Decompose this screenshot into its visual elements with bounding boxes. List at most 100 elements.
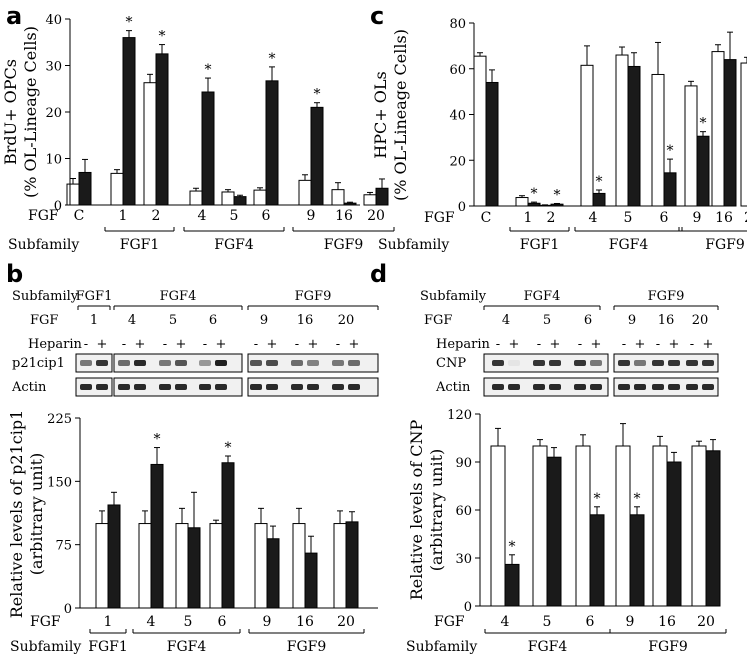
blot-b-band (332, 360, 344, 366)
blot-b-strip (75, 353, 113, 373)
blot-b-lane-fgf: 9 (260, 313, 268, 328)
blot-b-heparin-minus: - (122, 337, 126, 352)
blot-b-heparin-minus: - (254, 337, 258, 352)
chart-d-subfamily-label: FGF4 (528, 639, 568, 655)
blot-b-row-label: Actin (11, 380, 47, 395)
chart-b-x-tick-label: 16 (296, 614, 314, 630)
blot-d-heparin-plus: + (669, 337, 680, 352)
chart-c-bar-open (473, 55, 487, 207)
blot-b-heparin-plus: + (267, 337, 278, 352)
chart-c-bar-open (740, 62, 747, 207)
chart-b-x-tick-label: 9 (263, 614, 272, 630)
chart-c-significance-mark: * (554, 187, 561, 203)
chart-d-y-label: Relative levels of CNP (407, 420, 426, 601)
blot-d-band (549, 384, 561, 390)
blot-d-band (618, 384, 630, 390)
chart-b-bar-open (95, 523, 109, 609)
chart-b-bar-filled (150, 463, 164, 609)
blot-d-band (668, 360, 680, 366)
chart-c-bar-filled (663, 172, 677, 207)
chart-c-x-tick-label: 1 (524, 210, 533, 226)
chart-d-bar-open (490, 445, 506, 607)
chart-b-x-tick-label: 4 (147, 614, 156, 630)
blot-b-band (332, 384, 344, 390)
chart-a-subfamily-label: FGF9 (324, 237, 364, 253)
chart-b-bar-open (292, 523, 306, 609)
panel-label-c: c (370, 2, 384, 30)
blot-d-lane-fgf: 6 (584, 313, 592, 328)
blot-d-band (492, 360, 504, 366)
chart-a-x-tick-label: C (74, 208, 85, 224)
blot-b-band (266, 360, 278, 366)
blot-b-heparin-minus: - (295, 337, 299, 352)
blot-d-heparin-minus: - (622, 337, 626, 352)
blot-d-band (702, 360, 714, 366)
chart-a-significance-mark: * (205, 62, 212, 78)
panel-label-b: b (6, 260, 23, 288)
blot-b-band (291, 384, 303, 390)
chart-b-bar-filled (187, 527, 201, 609)
blot-d-lane-fgf: 4 (502, 313, 510, 328)
chart-b-subfamily-row-label: Subfamily (10, 639, 81, 655)
chart-c-subfamily-label: FGF1 (520, 237, 560, 253)
chart-c-bar-open (684, 85, 698, 207)
chart-c-bar-filled (627, 65, 641, 207)
chart-c-x-tick-label: 4 (589, 210, 598, 226)
chart-c-y-tick-label: 40 (449, 109, 466, 124)
blot-d-subfamily-label: FGF4 (524, 289, 561, 304)
blot-d-band (574, 384, 586, 390)
blot-d-heparin-plus: + (635, 337, 646, 352)
blot-d-band (668, 384, 680, 390)
chart-c-significance-mark: * (531, 186, 538, 202)
chart-d-bar-filled (705, 450, 721, 607)
chart-b-x-tick-label: 5 (184, 614, 193, 630)
chart-a-bar-open (331, 189, 345, 206)
chart-d-bar-open (575, 445, 591, 607)
chart-c-bar-open (711, 51, 725, 207)
blot-b-band (118, 360, 130, 366)
chart-c-x-tick-label: 5 (624, 210, 633, 226)
blot-b-heparin-minus: - (336, 337, 340, 352)
chart-b-bar-filled (345, 521, 359, 609)
blot-b-lane-fgf: 6 (209, 313, 217, 328)
blot-b-heparin-plus: + (135, 337, 146, 352)
chart-d-significance-mark: * (594, 491, 601, 507)
blot-d-heparin-minus: - (656, 337, 660, 352)
chart-a-bar-filled (155, 53, 169, 206)
blot-d-heparin-minus: - (690, 337, 694, 352)
chart-a-y-label: BrdU+ OPCs (1, 59, 20, 165)
chart-c-y-tick-label: 60 (449, 63, 466, 78)
blot-d-heparin-label: Heparin (436, 337, 490, 352)
blot-b-band (159, 360, 171, 366)
chart-c-bar-open (651, 73, 665, 207)
chart-d-x-tick-label: 4 (501, 614, 510, 630)
chart-d-significance-mark: * (634, 491, 641, 507)
chart-c-significance-mark: * (596, 174, 603, 190)
chart-a-y-tick-label: 40 (45, 13, 62, 28)
chart-d-fgf-label: FGF (434, 614, 465, 630)
blot-b-strip (75, 377, 113, 397)
chart-d-y-tick-label: 90 (455, 456, 472, 471)
chart-d-bar-filled (629, 514, 645, 607)
blot-b-band (159, 384, 171, 390)
blot-d-band (702, 384, 714, 390)
chart-d-bar-open (532, 445, 548, 607)
chart-a-x-tick-label: 5 (230, 208, 239, 224)
blot-d-band (508, 360, 520, 366)
chart-a-y-tick-label: 0 (54, 199, 62, 214)
blot-b-heparin-plus: + (97, 337, 108, 352)
chart-d-bar-open (615, 445, 631, 607)
chart-a-x-tick-label: 16 (335, 208, 353, 224)
chart-a-bar-open (143, 82, 157, 206)
chart-b-fgf-label: FGF (30, 614, 61, 630)
blot-d-strip (613, 353, 719, 373)
chart-a-bar-open (363, 194, 377, 206)
chart-a-y-tick-label: 10 (45, 153, 62, 168)
blot-b-band (199, 360, 211, 366)
chart-c-significance-mark: * (667, 143, 674, 159)
chart-c: 0 20 40 60 80 HPC+ OLs (% OL-Lineage Cells) C * 1… (371, 17, 747, 253)
chart-c-x-tick-label: 6 (660, 210, 669, 226)
blot-b-lane-fgf: 1 (90, 313, 98, 328)
